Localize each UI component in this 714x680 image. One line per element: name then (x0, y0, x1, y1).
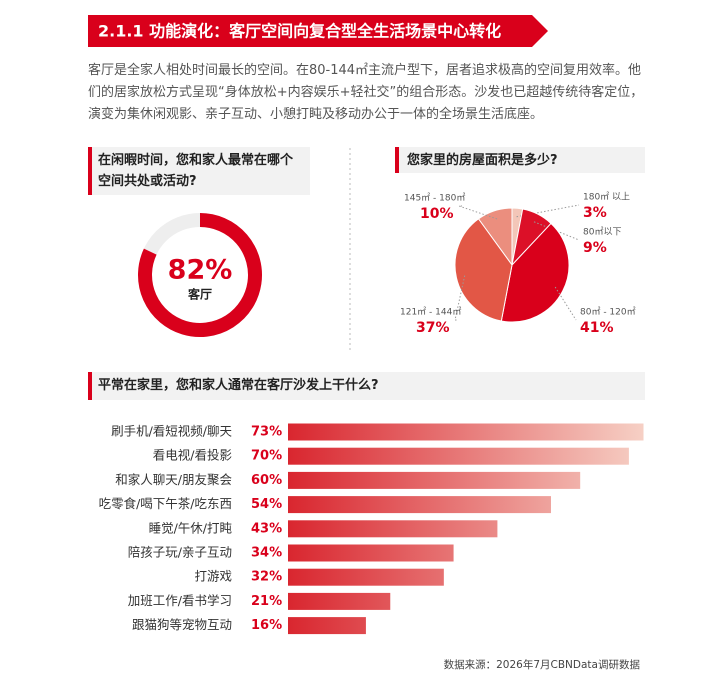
intro: 客厅是全家人相处时间最长的空间。在80-144㎡主流户型下，居者追求极高的空间复… (88, 63, 644, 122)
pie-value: 10% (420, 206, 454, 222)
bar-value: 70% (251, 449, 282, 464)
bar (288, 592, 391, 610)
bar (288, 447, 629, 465)
donut-arc (138, 213, 262, 337)
leader-line (533, 221, 580, 241)
pie-label: 145㎡ - 180㎡ (404, 193, 465, 204)
pie-slice (500, 222, 570, 323)
leader-line (458, 205, 498, 220)
bar-value: 16% (251, 618, 282, 633)
bar-label: 和家人聊天/朋友聚会 (115, 472, 232, 487)
pie-question: 您家里的房屋面积是多少? (407, 153, 558, 168)
bar-value: 73% (251, 425, 282, 440)
pie-label: 80㎡以下 (583, 227, 621, 238)
bar-label: 看电视/看投影 (153, 448, 233, 463)
question-accent (395, 147, 399, 173)
pie-label: 121㎡ - 144㎡ (400, 307, 461, 318)
donut-question: 在闲暇时间，您和家人最常在哪个空间共处或活动? (98, 153, 294, 189)
pie-value: 3% (583, 205, 607, 221)
question-box (88, 147, 310, 195)
bar-label: 刷手机/看短视频/聊天 (111, 424, 232, 439)
pie-slice (454, 218, 513, 322)
leader-line (454, 275, 466, 321)
bar (288, 544, 454, 562)
donut-label: 客厅 (187, 287, 212, 302)
bar (288, 520, 498, 538)
bar-label: 睡觉/午休/打盹 (149, 520, 233, 535)
bar-label: 打游戏 (194, 569, 232, 584)
pie-value: 41% (580, 320, 614, 336)
bar-value: 43% (251, 521, 282, 536)
bar (288, 568, 444, 586)
bar-value: 54% (251, 497, 282, 512)
bar-value: 32% (251, 570, 282, 585)
header-title: 2.1.1 功能演化：客厅空间向复合型全生活场景中心转化 (98, 22, 501, 41)
bar (288, 617, 366, 635)
question-accent (88, 147, 92, 195)
bar-value: 60% (251, 473, 282, 488)
bar (288, 423, 644, 441)
question-box (88, 372, 645, 400)
bar-question: 平常在家里，您和家人通常在客厅沙发上干什么? (98, 378, 379, 393)
bar-label: 加班工作/看书学习 (128, 593, 232, 608)
source: 数据来源：2026年7月CBNData调研数据 (444, 658, 641, 671)
header-banner (88, 15, 548, 47)
question-box (395, 147, 645, 173)
bar-value: 34% (251, 546, 282, 561)
question-accent (88, 372, 92, 400)
leader-line (554, 286, 577, 321)
pie-label: 80㎡ - 120㎡ (580, 307, 636, 318)
donut-value: 82% (168, 255, 233, 286)
bar (288, 496, 551, 514)
bar-value: 21% (251, 594, 282, 609)
bar-label: 跟猫狗等宠物互动 (132, 617, 232, 632)
pie-label: 180㎡ 以上 (583, 192, 630, 203)
bar-label: 吃零食/喝下午茶/吃东西 (99, 496, 232, 511)
pie-value: 9% (583, 240, 607, 256)
bar-label: 陪孩子玩/亲子互动 (128, 545, 232, 560)
bar (288, 471, 581, 489)
pie-value: 37% (416, 320, 450, 336)
